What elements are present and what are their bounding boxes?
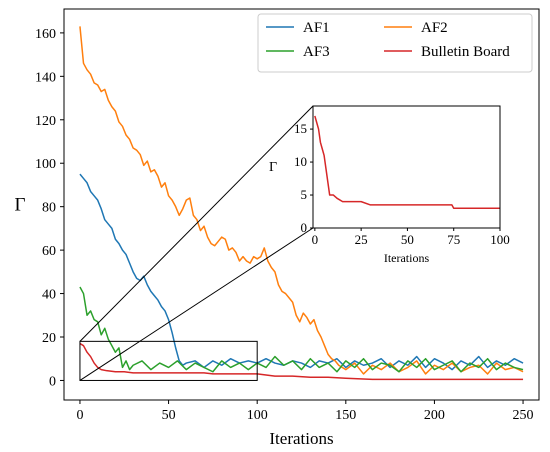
legend-label-bulletin-board: Bulletin Board (421, 44, 510, 60)
series-line-bulletin-board (79, 342, 524, 381)
inset-y-tick-label: 10 (294, 154, 307, 169)
series-line-af1 (79, 173, 524, 371)
inset-series-group (314, 115, 500, 209)
x-axis-label: Iterations (269, 429, 333, 448)
y-axis-label: Γ (15, 195, 26, 216)
x-tick-label: 0 (76, 408, 83, 423)
inset-x-tick-label: 75 (447, 232, 460, 247)
y-tick-label: 60 (42, 244, 56, 259)
y-tick-label: 0 (49, 374, 56, 389)
zoom-connector-bottom (79, 227, 314, 381)
y-tick-label: 100 (35, 157, 56, 172)
legend: AF1 AF2 AF3 Bulletin Board (257, 13, 533, 73)
inset-x-tick-label: 25 (355, 232, 368, 247)
inset-background (313, 106, 500, 228)
y-tick-label: 160 (35, 27, 56, 42)
x-tick-label: 200 (424, 408, 445, 423)
y-tick-label: 40 (42, 288, 56, 303)
series-line-af2 (79, 26, 524, 375)
inset-x-tick-label: 100 (490, 232, 510, 247)
legend-label-af2: AF2 (421, 20, 448, 36)
zoom-connector-top (79, 105, 314, 342)
legend-label-af3: AF3 (303, 44, 330, 60)
zoom-box (79, 340, 258, 381)
x-tick-label: 50 (162, 408, 176, 423)
inset-y-tick-label: 5 (301, 187, 308, 202)
y-tick-label: 140 (35, 70, 56, 85)
zoom-connector-lines (79, 105, 314, 381)
x-tick-label: 100 (247, 408, 268, 423)
inset-y-axis-label: Γ (269, 160, 277, 175)
series-line-af3 (79, 286, 524, 373)
y-tick-label: 80 (42, 201, 56, 216)
x-tick-label: 150 (335, 408, 356, 423)
inset-plot: 0 25 50 75 100 0 5 10 15 Iterations Γ (269, 105, 510, 265)
inset-frame (312, 105, 501, 229)
y-tick-label: 20 (42, 331, 56, 346)
main-plot: 0 50 100 150 200 250020406080100120140160Iter… (15, 8, 540, 448)
inset-x-tick-label: 0 (312, 232, 319, 247)
inset-y-tick-label: 0 (301, 220, 308, 235)
legend-box (257, 13, 533, 73)
main-plot-frame (63, 8, 540, 401)
x-tick-label: 250 (513, 408, 534, 423)
inset-x-tick-label: 50 (401, 232, 414, 247)
legend-label-af1: AF1 (303, 20, 330, 36)
y-tick-label: 120 (35, 114, 56, 129)
main-series-group (79, 26, 524, 381)
inset-series-line-bulletin-board (314, 115, 500, 209)
inset-x-axis-label: Iterations (384, 251, 430, 265)
inset-y-tick-label: 15 (294, 121, 307, 136)
